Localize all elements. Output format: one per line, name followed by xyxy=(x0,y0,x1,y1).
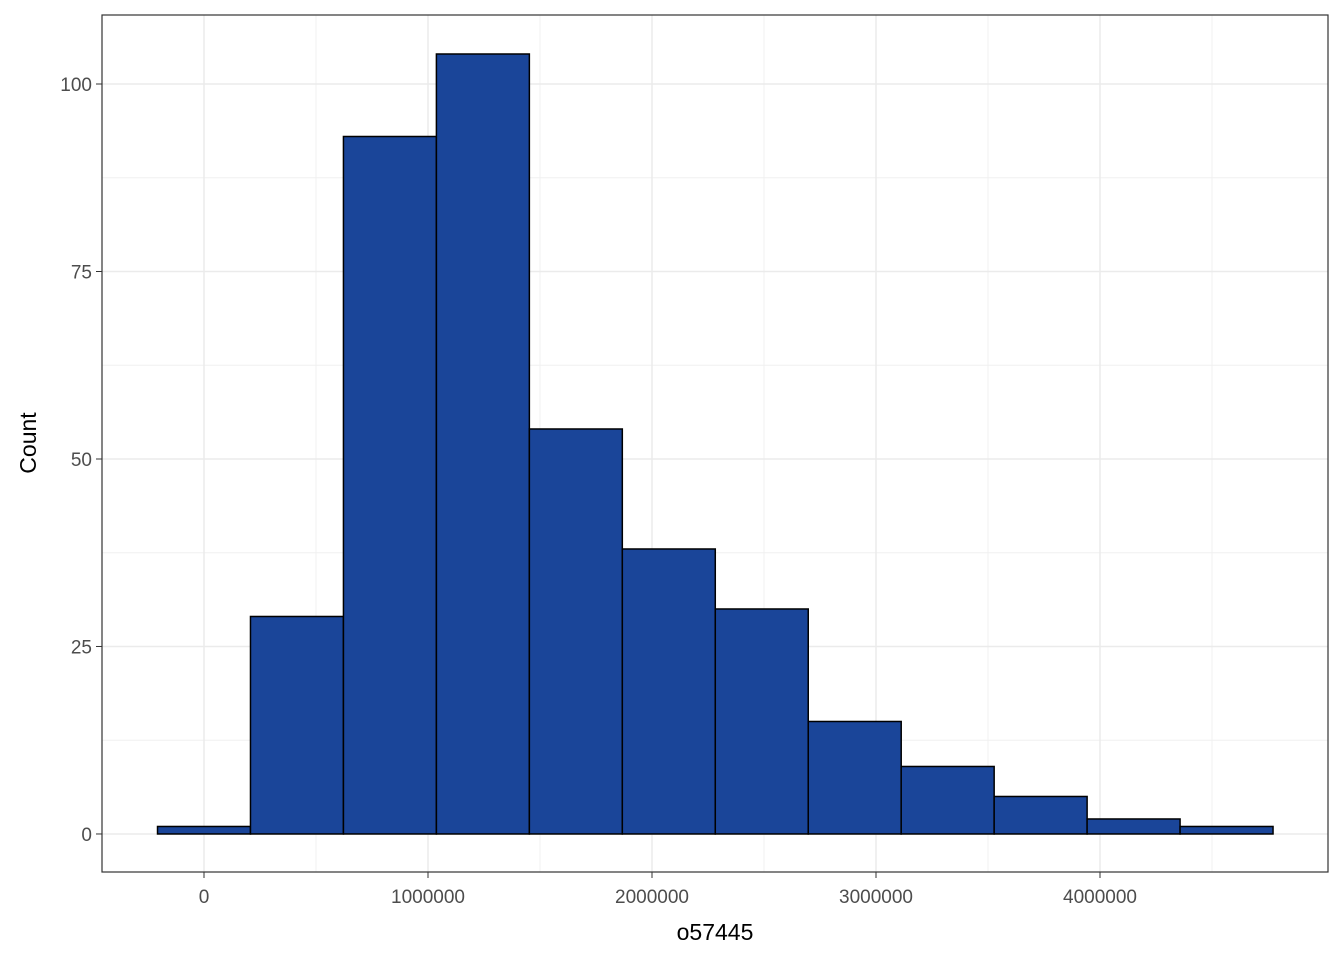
bar xyxy=(621,548,717,835)
bar xyxy=(1179,825,1274,835)
x-axis-title: o57445 xyxy=(677,919,754,945)
panel-border xyxy=(101,14,1329,873)
y-tick-label: 0 xyxy=(81,825,92,846)
bar xyxy=(435,53,531,835)
bar xyxy=(900,765,995,835)
y-tick-label: 100 xyxy=(60,75,92,96)
bar xyxy=(249,615,345,835)
bar xyxy=(156,825,252,835)
bar xyxy=(342,135,438,835)
y-tick-label: 25 xyxy=(71,637,92,658)
x-tick-label: 1000000 xyxy=(391,887,465,908)
x-tick-label: 2000000 xyxy=(615,887,689,908)
y-axis-title: Count xyxy=(15,412,41,474)
y-tick-label: 75 xyxy=(71,262,92,283)
x-tick-label: 0 xyxy=(199,887,210,908)
x-tick-label: 3000000 xyxy=(839,887,913,908)
bar xyxy=(993,795,1088,835)
bar xyxy=(714,608,809,835)
bar xyxy=(528,428,624,835)
bar xyxy=(807,720,902,835)
bar xyxy=(1086,818,1181,835)
x-tick-label: 4000000 xyxy=(1063,887,1137,908)
y-tick-label: 50 xyxy=(71,450,92,471)
